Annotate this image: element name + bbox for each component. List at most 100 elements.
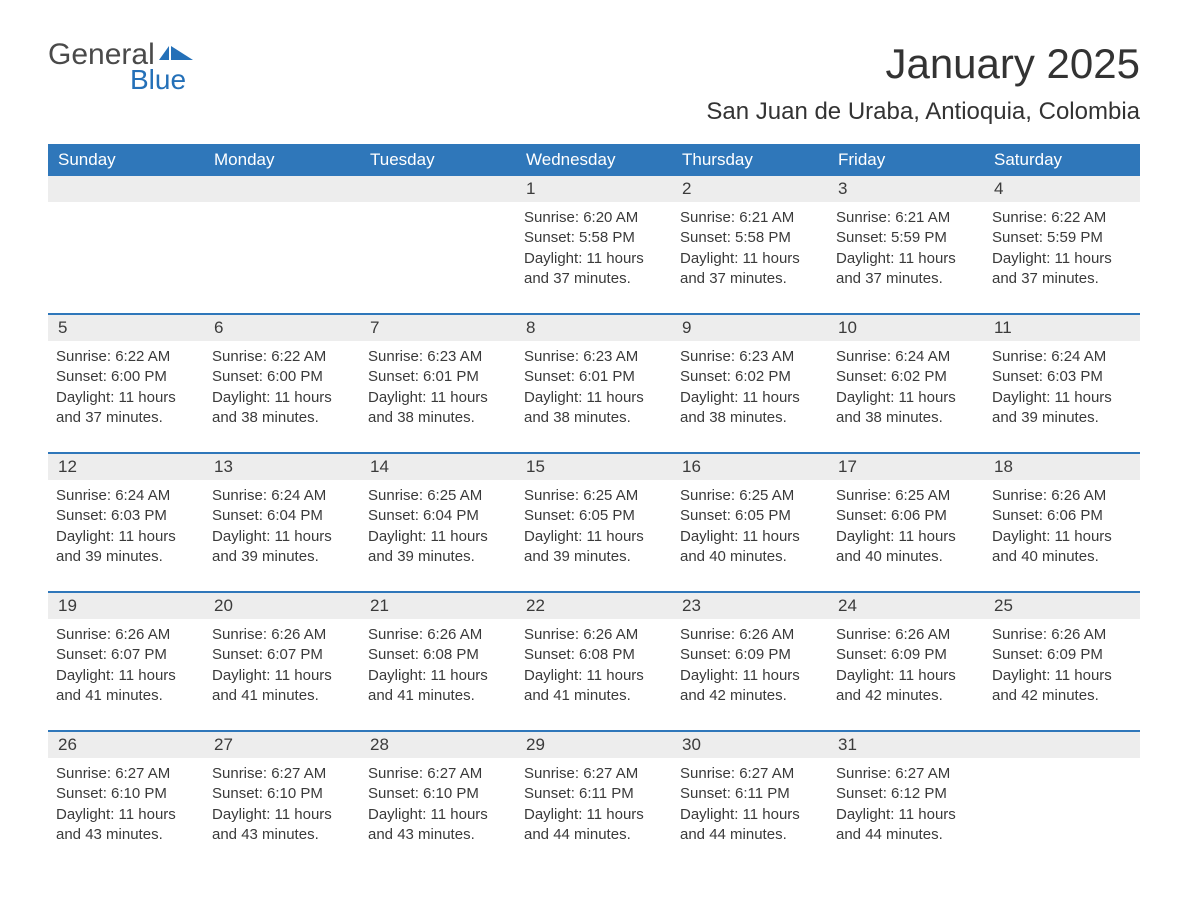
day-detail-cell: Sunrise: 6:26 AMSunset: 6:08 PMDaylight:…	[360, 619, 516, 731]
day-number-cell: 24	[828, 592, 984, 619]
sunrise-line: Sunrise: 6:26 AM	[992, 625, 1132, 645]
sunset-line: Sunset: 6:06 PM	[836, 506, 976, 526]
day-number: 23	[682, 596, 701, 615]
day-detail-cell	[48, 202, 204, 314]
day-number-cell: 14	[360, 453, 516, 480]
day-number-cell: 7	[360, 314, 516, 341]
day-detail-cell: Sunrise: 6:26 AMSunset: 6:07 PMDaylight:…	[48, 619, 204, 731]
day-number: 22	[526, 596, 545, 615]
day-number: 11	[994, 318, 1012, 337]
sunset-line: Sunset: 6:10 PM	[212, 784, 352, 804]
day-number-cell: 12	[48, 453, 204, 480]
sunset-line: Sunset: 6:12 PM	[836, 784, 976, 804]
daylight-line: Daylight: 11 hours and 43 minutes.	[56, 805, 196, 846]
day-number: 14	[370, 457, 389, 476]
sunset-line: Sunset: 6:03 PM	[992, 367, 1132, 387]
sunrise-line: Sunrise: 6:22 AM	[56, 347, 196, 367]
day-number-row: 12131415161718	[48, 453, 1140, 480]
day-detail-cell: Sunrise: 6:22 AMSunset: 6:00 PMDaylight:…	[204, 341, 360, 453]
day-number-cell: 3	[828, 176, 984, 202]
day-number-cell: 18	[984, 453, 1140, 480]
sunset-line: Sunset: 5:59 PM	[992, 228, 1132, 248]
day-number: 29	[526, 735, 545, 754]
sunrise-line: Sunrise: 6:25 AM	[368, 486, 508, 506]
sunrise-line: Sunrise: 6:25 AM	[524, 486, 664, 506]
day-number: 12	[58, 457, 77, 476]
day-detail-cell: Sunrise: 6:23 AMSunset: 6:02 PMDaylight:…	[672, 341, 828, 453]
sunset-line: Sunset: 5:58 PM	[680, 228, 820, 248]
day-detail-row: Sunrise: 6:24 AMSunset: 6:03 PMDaylight:…	[48, 480, 1140, 592]
day-number-cell: 30	[672, 731, 828, 758]
day-detail-cell: Sunrise: 6:25 AMSunset: 6:04 PMDaylight:…	[360, 480, 516, 592]
day-number-cell: 17	[828, 453, 984, 480]
daylight-line: Daylight: 11 hours and 38 minutes.	[524, 388, 664, 429]
daylight-line: Daylight: 11 hours and 39 minutes.	[368, 527, 508, 568]
daylight-line: Daylight: 11 hours and 41 minutes.	[368, 666, 508, 707]
day-detail-cell: Sunrise: 6:20 AMSunset: 5:58 PMDaylight:…	[516, 202, 672, 314]
daylight-line: Daylight: 11 hours and 41 minutes.	[212, 666, 352, 707]
logo-text-blue: Blue	[130, 66, 193, 94]
day-number-cell: 15	[516, 453, 672, 480]
day-number: 27	[214, 735, 233, 754]
sunrise-line: Sunrise: 6:27 AM	[212, 764, 352, 784]
sunset-line: Sunset: 6:06 PM	[992, 506, 1132, 526]
day-detail-cell: Sunrise: 6:24 AMSunset: 6:03 PMDaylight:…	[984, 341, 1140, 453]
day-number-cell	[48, 176, 204, 202]
day-number-cell: 20	[204, 592, 360, 619]
day-detail-cell: Sunrise: 6:25 AMSunset: 6:06 PMDaylight:…	[828, 480, 984, 592]
calendar-table: SundayMondayTuesdayWednesdayThursdayFrid…	[48, 144, 1140, 869]
sunset-line: Sunset: 6:09 PM	[680, 645, 820, 665]
daylight-line: Daylight: 11 hours and 38 minutes.	[836, 388, 976, 429]
day-number-cell: 22	[516, 592, 672, 619]
day-number-cell: 10	[828, 314, 984, 341]
sunrise-line: Sunrise: 6:26 AM	[836, 625, 976, 645]
daylight-line: Daylight: 11 hours and 39 minutes.	[56, 527, 196, 568]
sunrise-line: Sunrise: 6:23 AM	[368, 347, 508, 367]
day-number-row: 19202122232425	[48, 592, 1140, 619]
day-detail-cell: Sunrise: 6:21 AMSunset: 5:59 PMDaylight:…	[828, 202, 984, 314]
sunrise-line: Sunrise: 6:26 AM	[680, 625, 820, 645]
day-detail-cell: Sunrise: 6:27 AMSunset: 6:10 PMDaylight:…	[360, 758, 516, 869]
sunrise-line: Sunrise: 6:24 AM	[836, 347, 976, 367]
sunset-line: Sunset: 6:05 PM	[680, 506, 820, 526]
day-number-cell: 9	[672, 314, 828, 341]
location-subtitle: San Juan de Uraba, Antioquia, Colombia	[706, 98, 1140, 126]
day-detail-cell: Sunrise: 6:27 AMSunset: 6:10 PMDaylight:…	[204, 758, 360, 869]
day-number: 13	[214, 457, 233, 476]
sunrise-line: Sunrise: 6:22 AM	[992, 208, 1132, 228]
day-detail-cell: Sunrise: 6:27 AMSunset: 6:12 PMDaylight:…	[828, 758, 984, 869]
day-number-cell: 19	[48, 592, 204, 619]
sunrise-line: Sunrise: 6:24 AM	[992, 347, 1132, 367]
day-detail-cell	[204, 202, 360, 314]
weekday-header: Wednesday	[516, 144, 672, 176]
sunrise-line: Sunrise: 6:27 AM	[524, 764, 664, 784]
day-detail-cell: Sunrise: 6:21 AMSunset: 5:58 PMDaylight:…	[672, 202, 828, 314]
day-detail-cell: Sunrise: 6:26 AMSunset: 6:09 PMDaylight:…	[828, 619, 984, 731]
sunrise-line: Sunrise: 6:26 AM	[212, 625, 352, 645]
weekday-header: Tuesday	[360, 144, 516, 176]
daylight-line: Daylight: 11 hours and 37 minutes.	[56, 388, 196, 429]
day-number: 5	[58, 318, 67, 337]
sunrise-line: Sunrise: 6:26 AM	[524, 625, 664, 645]
daylight-line: Daylight: 11 hours and 40 minutes.	[680, 527, 820, 568]
day-detail-row: Sunrise: 6:22 AMSunset: 6:00 PMDaylight:…	[48, 341, 1140, 453]
day-number: 6	[214, 318, 223, 337]
daylight-line: Daylight: 11 hours and 38 minutes.	[680, 388, 820, 429]
sunrise-line: Sunrise: 6:27 AM	[56, 764, 196, 784]
sunrise-line: Sunrise: 6:25 AM	[836, 486, 976, 506]
sunrise-line: Sunrise: 6:21 AM	[836, 208, 976, 228]
day-number: 8	[526, 318, 535, 337]
sunset-line: Sunset: 6:09 PM	[992, 645, 1132, 665]
day-number: 3	[838, 179, 847, 198]
sunrise-line: Sunrise: 6:26 AM	[992, 486, 1132, 506]
day-number: 30	[682, 735, 701, 754]
sunset-line: Sunset: 6:02 PM	[680, 367, 820, 387]
daylight-line: Daylight: 11 hours and 42 minutes.	[836, 666, 976, 707]
daylight-line: Daylight: 11 hours and 37 minutes.	[836, 249, 976, 290]
day-detail-cell	[360, 202, 516, 314]
day-detail-row: Sunrise: 6:27 AMSunset: 6:10 PMDaylight:…	[48, 758, 1140, 869]
daylight-line: Daylight: 11 hours and 37 minutes.	[992, 249, 1132, 290]
daylight-line: Daylight: 11 hours and 43 minutes.	[212, 805, 352, 846]
day-number: 20	[214, 596, 233, 615]
day-detail-cell: Sunrise: 6:26 AMSunset: 6:07 PMDaylight:…	[204, 619, 360, 731]
